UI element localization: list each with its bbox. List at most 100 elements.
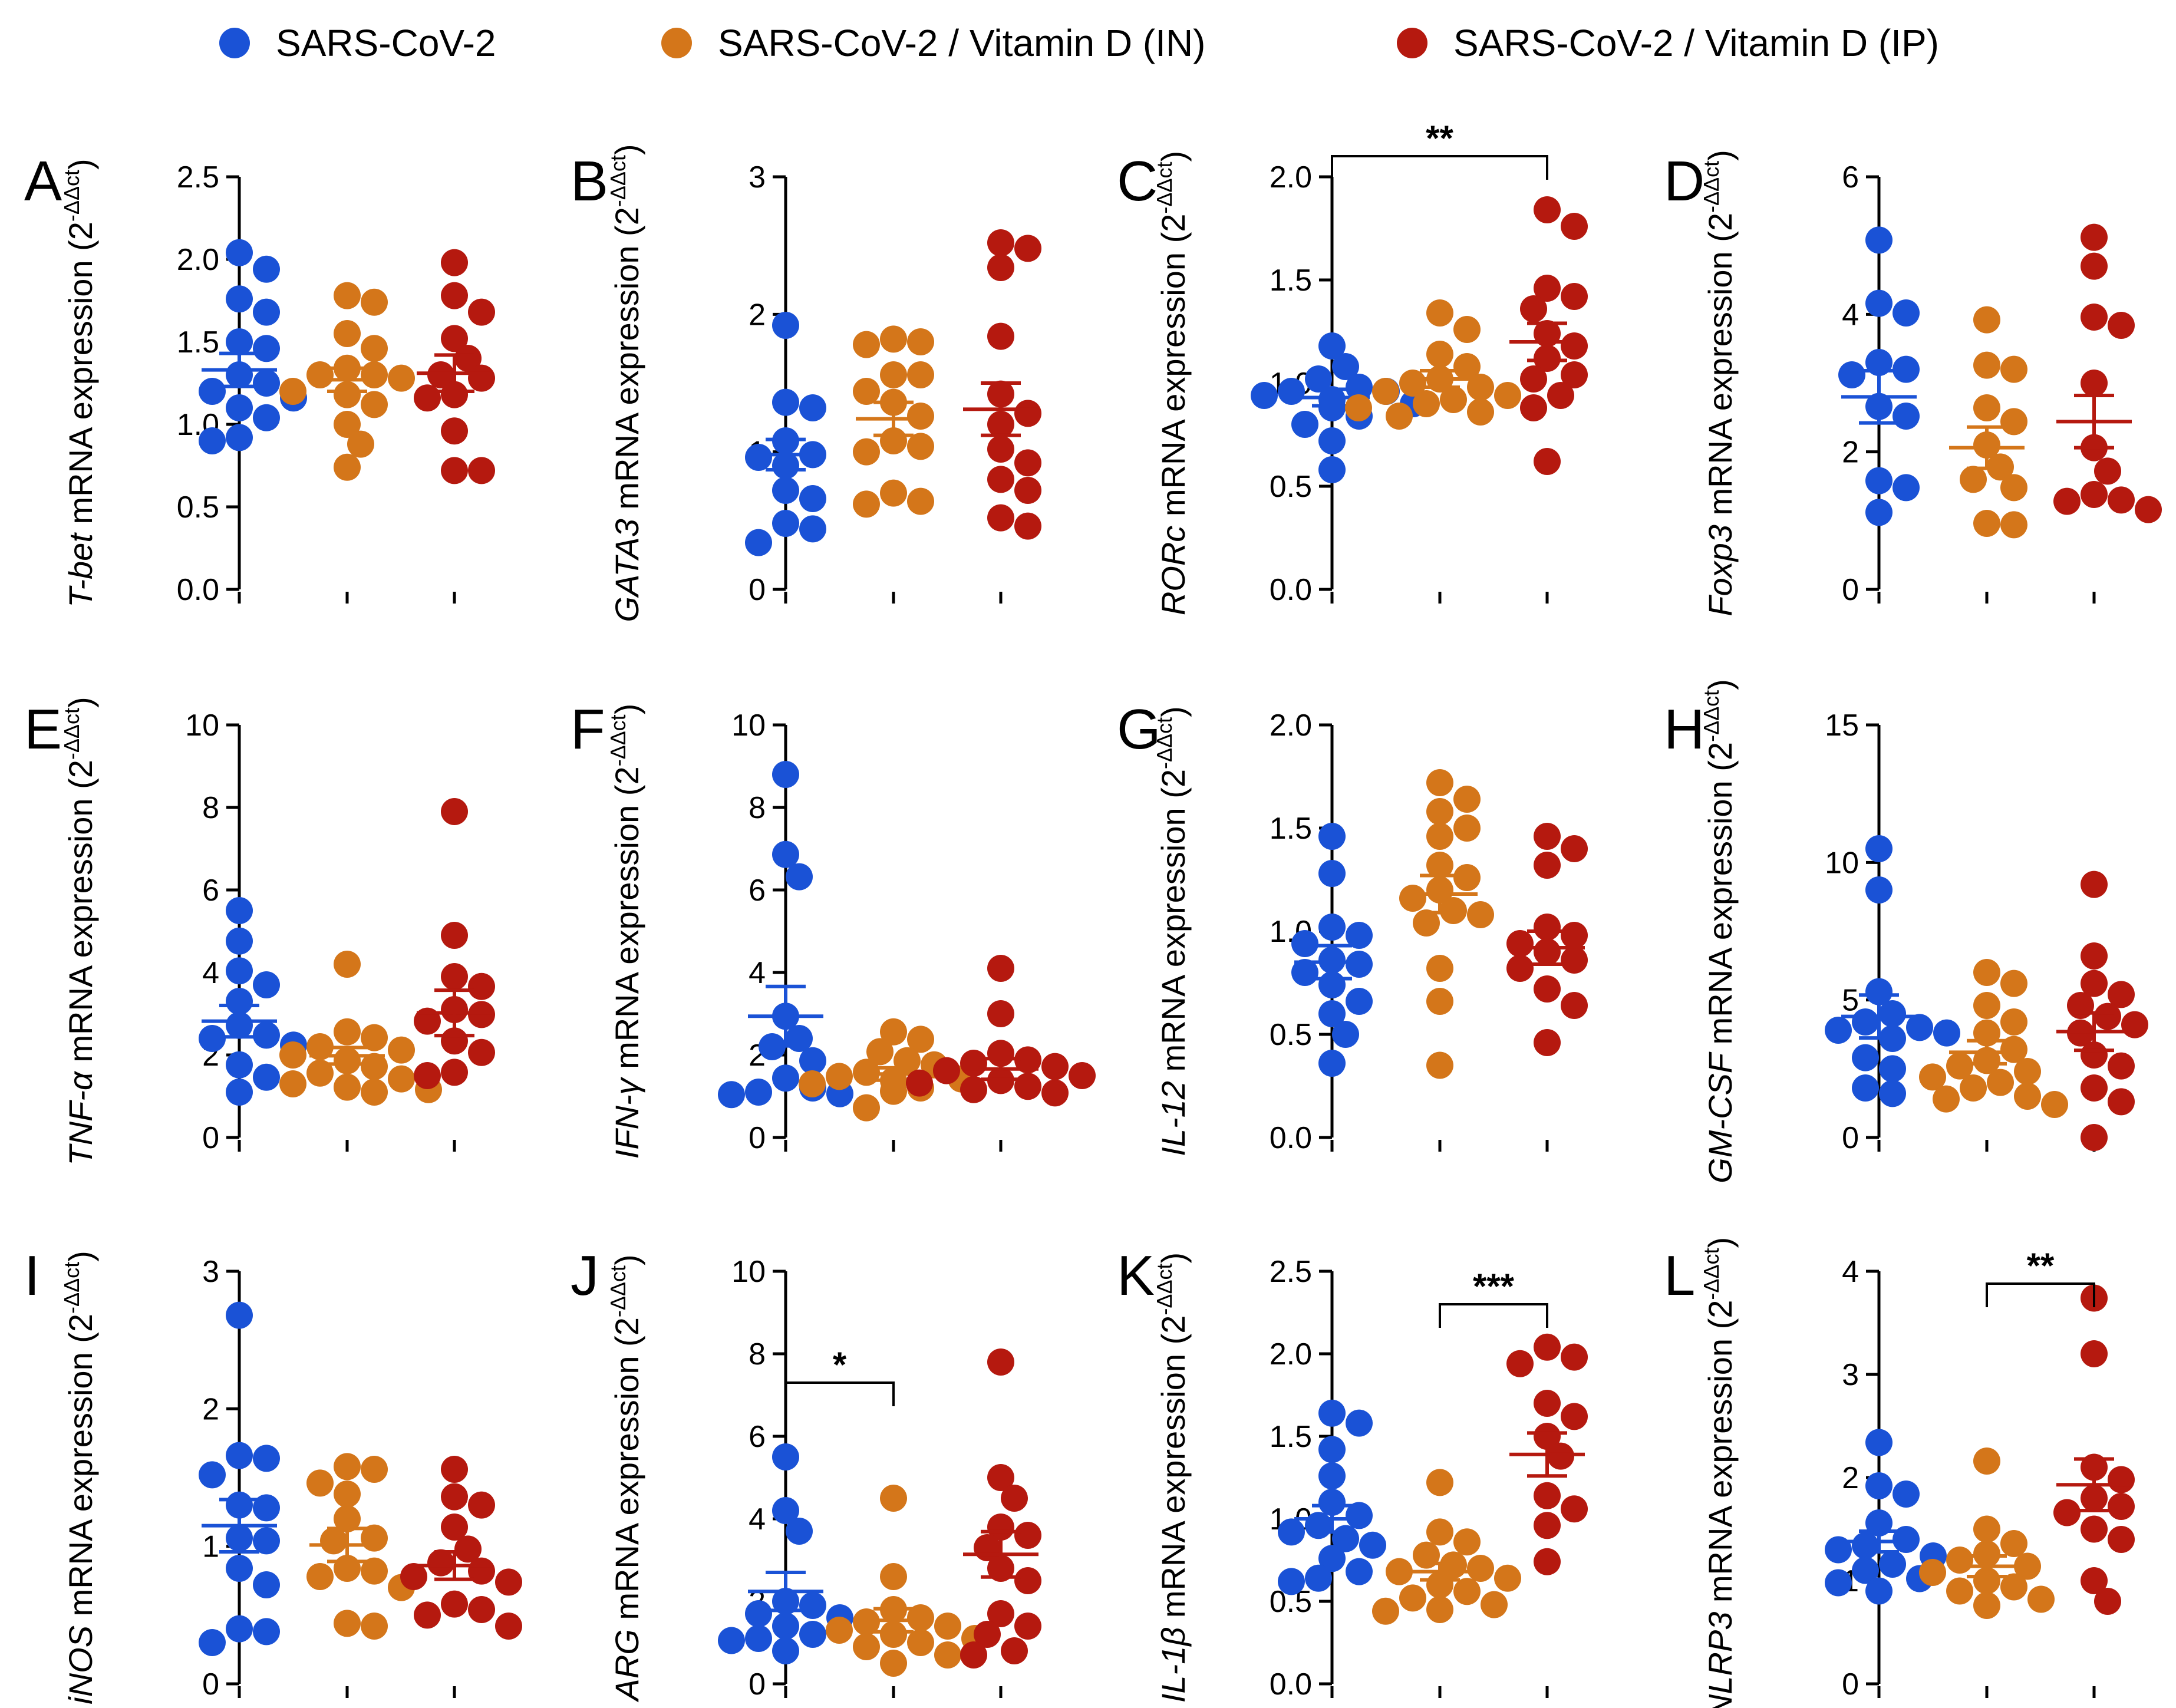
y-tick-label: 1 xyxy=(202,1530,219,1564)
data-point xyxy=(799,485,826,512)
y-tick-label: 6 xyxy=(202,873,219,908)
y-tick-label: 2 xyxy=(1842,1461,1859,1495)
ylabel-text: mRNA expression (2 xyxy=(608,207,645,510)
y-axis-label: IL-12 mRNA expression (2-ΔΔct) xyxy=(1152,706,1192,1156)
data-point xyxy=(2081,1515,2108,1543)
data-point xyxy=(907,403,934,430)
y-tick-label: 4 xyxy=(749,956,766,990)
data-point xyxy=(745,529,772,556)
y-tick-label: 0 xyxy=(1842,573,1859,607)
data-point xyxy=(1318,332,1346,360)
data-point xyxy=(799,1621,826,1648)
data-point xyxy=(334,411,361,438)
ylabel-close: ) xyxy=(1155,1252,1192,1264)
data-point xyxy=(1973,510,2000,537)
data-point xyxy=(1426,769,1453,796)
data-point xyxy=(1494,382,1521,409)
data-point xyxy=(2081,223,2108,251)
data-point xyxy=(1346,951,1373,978)
data-point xyxy=(2000,355,2027,383)
data-point xyxy=(934,1641,961,1669)
data-point xyxy=(1534,1548,1561,1575)
data-point xyxy=(441,1483,468,1511)
data-point xyxy=(772,1637,799,1664)
ylabel-text: mRNA expression (2 xyxy=(62,760,99,1063)
data-point xyxy=(320,1527,347,1555)
data-point xyxy=(361,361,388,388)
data-point xyxy=(880,1077,907,1105)
data-point xyxy=(1305,365,1332,393)
data-point xyxy=(880,479,907,507)
data-point xyxy=(1278,378,1305,405)
gene-name: GATA3 xyxy=(608,510,645,622)
data-point xyxy=(226,1555,253,1582)
y-tick-label: 1.5 xyxy=(1270,1420,1312,1454)
data-point xyxy=(495,1568,522,1596)
data-point xyxy=(1534,1482,1561,1509)
data-point xyxy=(799,1070,826,1097)
data-point xyxy=(786,1518,813,1545)
gene-name: IL-1β xyxy=(1155,1618,1192,1703)
data-point xyxy=(880,1650,907,1677)
y-tick-label: 10 xyxy=(185,708,219,743)
panel-b: B0123GATA3 mRNA expression (2-ΔΔct) xyxy=(571,144,1041,622)
data-point xyxy=(1825,1569,1852,1597)
y-tick-label: 4 xyxy=(202,956,219,990)
data-point xyxy=(1973,1592,2000,1619)
data-point xyxy=(1973,306,2000,334)
data-point xyxy=(199,1629,226,1656)
data-point xyxy=(253,1445,280,1472)
ylabel-text: mRNA expression (2 xyxy=(1702,742,1739,1045)
data-point xyxy=(2081,1567,2108,1594)
y-axis-label: GATA3 mRNA expression (2-ΔΔct) xyxy=(606,144,645,622)
data-point xyxy=(907,1026,934,1053)
data-point xyxy=(1426,1051,1453,1079)
data-point xyxy=(1946,1577,1973,1605)
data-point xyxy=(2000,1530,2027,1557)
data-point xyxy=(1332,353,1359,380)
data-point xyxy=(1534,1512,1561,1539)
data-point xyxy=(2081,304,2108,331)
significance-bracket xyxy=(1986,1282,2095,1307)
y-tick-label: 0 xyxy=(749,1667,766,1702)
data-point xyxy=(1852,1074,1879,1102)
data-point xyxy=(495,1613,522,1640)
y-axis-label: T-bet mRNA expression (2-ΔΔct) xyxy=(60,159,99,607)
data-point xyxy=(1014,1046,1041,1074)
data-point xyxy=(2000,511,2027,539)
data-point xyxy=(253,335,280,362)
panel-g: G0.00.51.01.52.0IL-12 mRNA expression (2… xyxy=(1117,698,1588,1156)
y-tick-label: 4 xyxy=(1842,298,1859,332)
data-point xyxy=(853,490,880,518)
data-point xyxy=(1852,1532,1879,1559)
legend-marker-orange xyxy=(661,28,692,58)
data-point xyxy=(441,325,468,352)
panel-letter: B xyxy=(571,150,608,213)
data-point xyxy=(279,1070,306,1097)
data-point xyxy=(907,361,934,388)
data-point xyxy=(361,1053,388,1080)
data-point xyxy=(2108,1466,2135,1493)
data-point xyxy=(1426,852,1453,879)
data-point xyxy=(933,1057,960,1084)
data-point xyxy=(745,444,772,471)
y-tick-label: 2.0 xyxy=(1270,1337,1312,1371)
data-point xyxy=(2027,1585,2055,1613)
data-point xyxy=(1561,947,1588,974)
data-point xyxy=(1251,382,1278,409)
y-tick-label: 0.0 xyxy=(1270,573,1312,607)
data-point xyxy=(1372,1597,1399,1625)
data-point xyxy=(306,1469,334,1497)
data-point xyxy=(1534,275,1561,302)
data-point xyxy=(1014,1567,1041,1594)
data-point xyxy=(1506,955,1534,982)
data-point xyxy=(1534,1390,1561,1417)
data-point xyxy=(2000,1036,2027,1063)
data-point xyxy=(1426,1596,1453,1623)
data-point xyxy=(1453,864,1481,891)
ylabel-exponent: -ΔΔct xyxy=(1152,717,1176,769)
data-point xyxy=(2081,370,2108,397)
data-point xyxy=(361,1456,388,1483)
data-point xyxy=(718,1627,745,1654)
data-point xyxy=(1413,909,1440,937)
